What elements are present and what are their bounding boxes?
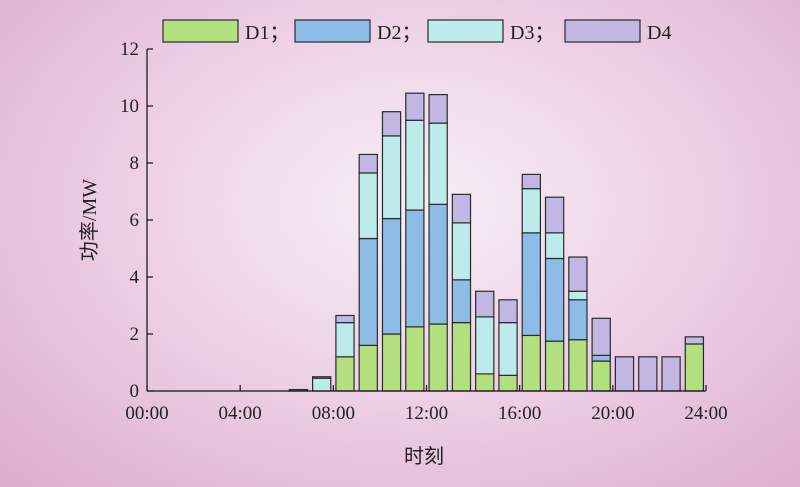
bar-segment-d3-h12 <box>428 122 448 205</box>
x-axis-label: 时刻 <box>404 445 444 468</box>
bar-segment-d2-h10 <box>381 217 402 335</box>
bar-segment-d4-h19 <box>591 317 611 356</box>
x-tick-label: 24:00 <box>684 403 727 424</box>
y-tick-label: 2 <box>130 324 140 345</box>
bar-segment-d3-h13 <box>451 222 472 281</box>
x-ticks: 00:00 04:00 08:00 12:00 16:00 20:00 24:00 <box>125 385 728 424</box>
bar-segment-d1-h13 <box>451 322 472 392</box>
bar-segment-d1-h10 <box>381 333 402 392</box>
x-tick-label: 04:00 <box>219 403 262 424</box>
bar-segment-d4-h18 <box>568 256 588 292</box>
legend-swatch-d4 <box>564 19 641 43</box>
bar-segment-d3-h15 <box>498 322 518 376</box>
bar-segment-d4-h11 <box>405 92 425 121</box>
x-tick-label: 08:00 <box>312 403 355 424</box>
legend-label-d1: D1； <box>245 22 289 44</box>
bar-segment-d1-h12 <box>428 323 448 392</box>
bar-segment-d4-h17 <box>544 196 565 234</box>
bar-segment-d3-h8 <box>335 322 355 358</box>
y-tick-label: 4 <box>130 267 140 288</box>
bar-segment-d2-h9 <box>358 237 378 346</box>
bar-segment-d4-h9 <box>358 153 378 174</box>
x-tick-label: 16:00 <box>498 403 541 424</box>
bar-segment-d4-h23 <box>684 336 705 345</box>
x-tick-label: 20:00 <box>591 403 634 424</box>
axes <box>146 49 706 392</box>
legend-label-d3: D3； <box>510 22 554 44</box>
bar-segment-d4-h10 <box>381 111 402 137</box>
legend-label-d4: D4 <box>647 22 671 44</box>
bar-segment-d1-h15 <box>498 374 518 392</box>
bar-segment-d3-h18 <box>568 290 588 301</box>
bar-segment-d2-h18 <box>568 299 588 341</box>
legend-swatch-d2 <box>294 19 371 43</box>
bar-segment-d4-h20 <box>614 356 635 392</box>
bar-segment-d1-h9 <box>358 344 378 392</box>
bar-segment-d2-h12 <box>428 203 448 325</box>
bar-segment-d3-h17 <box>544 232 565 260</box>
bar-segment-d3-h11 <box>405 119 425 211</box>
bar-segment-d4-h16 <box>521 173 541 190</box>
bar-segment-d4-h21 <box>638 356 658 392</box>
y-tick-label: 6 <box>130 210 140 231</box>
bar-segment-d4-h15 <box>498 299 518 324</box>
legend-swatch-d1 <box>162 19 239 43</box>
bar-segment-d3-h9 <box>358 172 378 240</box>
bar-segment-d4-h22 <box>661 356 681 392</box>
bars <box>288 92 705 392</box>
bar-segment-d2-h19 <box>591 354 611 362</box>
bar-segment-d4-h13 <box>451 193 472 224</box>
bar-segment-d2-h13 <box>451 279 472 324</box>
bar-segment-d2-h11 <box>405 209 425 328</box>
y-tick-label: 10 <box>120 96 139 117</box>
y-tick-label: 12 <box>120 39 139 60</box>
x-tick-label: 00:00 <box>125 403 168 424</box>
bar-segment-d3-h16 <box>521 188 541 234</box>
bar-segment-d4-h8 <box>335 314 355 324</box>
bar-segment-d1-h16 <box>521 334 541 392</box>
bar-segment-d1-h23 <box>684 343 705 392</box>
bar-segment-d2-h17 <box>544 257 565 342</box>
y-tick-label: 0 <box>130 381 140 402</box>
bar-segment-d3-h7 <box>312 377 332 392</box>
y-ticks: 0 2 4 6 8 10 12 <box>120 39 153 402</box>
bar-segment-d4-h12 <box>428 93 448 124</box>
y-axis-label: 功率/MW <box>78 179 101 261</box>
bar-segment-d1-h11 <box>405 326 425 392</box>
legend: D1； D2； D3； D4 <box>162 19 671 44</box>
legend-label-d2: D2； <box>377 22 421 44</box>
bar-segment-d1-h17 <box>544 340 565 392</box>
bar-segment-d1-h18 <box>568 339 588 392</box>
legend-swatch-d3 <box>427 19 504 43</box>
x-tick-label: 12:00 <box>405 403 448 424</box>
bar-segment-d1-h14 <box>475 373 495 392</box>
bar-segment-d3-h10 <box>381 135 402 220</box>
bar-segment-d3-h14 <box>475 316 495 375</box>
bar-segment-d4-h7 <box>312 376 332 379</box>
bar-segment-d2-h16 <box>521 232 541 337</box>
y-tick-label: 8 <box>130 153 140 174</box>
bar-segment-d1-h19 <box>591 360 611 392</box>
bar-segment-d1-h8 <box>335 356 355 392</box>
bar-segment-d4-h14 <box>475 290 495 318</box>
